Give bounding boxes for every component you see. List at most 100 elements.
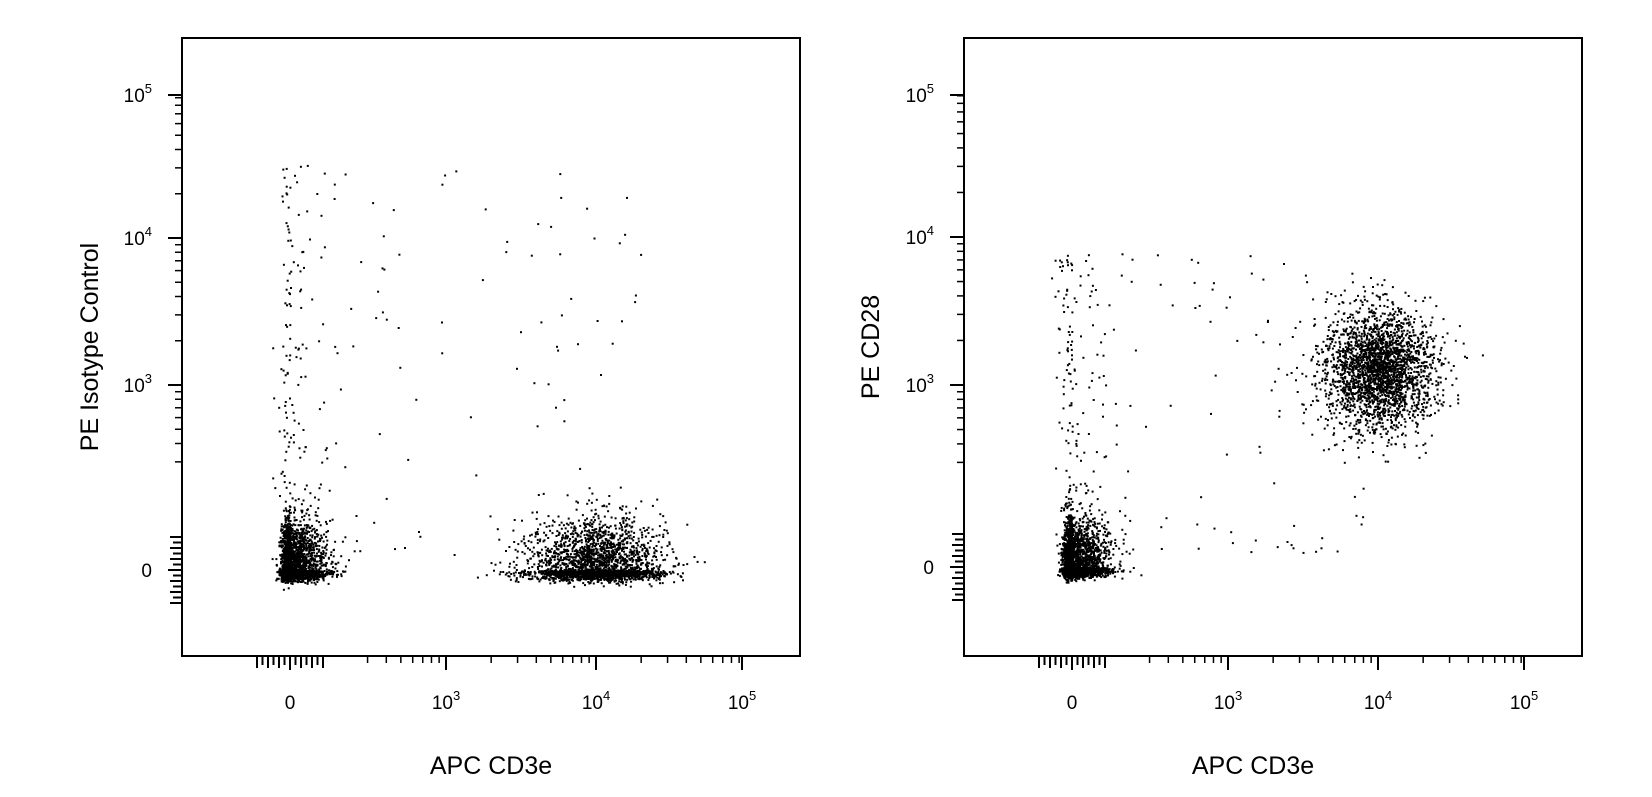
event-dot xyxy=(303,531,306,534)
event-dot xyxy=(524,572,527,575)
event-dot xyxy=(613,544,616,547)
event-dot xyxy=(301,579,304,582)
event-dot xyxy=(311,571,314,574)
event-dot xyxy=(664,572,667,575)
event-dot xyxy=(508,575,511,578)
event-dot xyxy=(326,573,329,576)
event-dot xyxy=(637,540,640,543)
event-dot xyxy=(600,578,602,581)
event-dot xyxy=(320,555,323,558)
event-dot xyxy=(583,562,586,565)
event-dot xyxy=(284,533,287,536)
event-dot xyxy=(596,560,599,563)
event-dot xyxy=(577,568,580,571)
event-dot xyxy=(620,567,623,570)
event-dot xyxy=(537,568,540,570)
event-dot xyxy=(621,517,624,520)
event-dot xyxy=(596,534,599,537)
event-dot xyxy=(283,566,286,569)
event-dot xyxy=(308,549,311,551)
event-dot xyxy=(531,577,534,580)
event-dot xyxy=(574,570,577,573)
event-dot xyxy=(604,533,607,536)
event-dot xyxy=(554,555,557,558)
event-dot xyxy=(311,524,314,527)
event-dot xyxy=(605,557,608,560)
event-dot xyxy=(529,573,532,576)
event-dot xyxy=(283,534,286,537)
event-dot xyxy=(657,577,660,580)
event-dot xyxy=(307,578,310,581)
event-dot xyxy=(282,557,285,560)
event-dot xyxy=(318,540,321,542)
event-dot xyxy=(308,550,311,553)
event-dot xyxy=(539,538,542,541)
event-dot xyxy=(612,553,615,555)
event-dot xyxy=(612,557,615,560)
event-dot xyxy=(300,548,303,551)
event-dot xyxy=(649,539,652,542)
event-dot xyxy=(633,555,635,558)
event-dot xyxy=(540,560,543,563)
event-dot xyxy=(310,577,313,580)
event-dot xyxy=(295,568,298,570)
event-dot xyxy=(599,568,602,571)
event-dot xyxy=(646,570,649,573)
event-dot xyxy=(576,551,579,554)
event-dot xyxy=(508,571,511,574)
event-dot xyxy=(675,557,678,560)
event-dot xyxy=(603,577,606,580)
event-dot xyxy=(639,563,642,566)
event-dot xyxy=(622,540,625,543)
event-dot xyxy=(618,553,620,556)
event-dot xyxy=(313,571,316,574)
event-dot xyxy=(601,535,604,538)
event-dot xyxy=(609,555,612,558)
event-dot xyxy=(621,582,624,585)
event-dot xyxy=(608,542,611,545)
event-dot xyxy=(287,563,290,565)
event-dot xyxy=(300,534,303,537)
event-dot xyxy=(299,520,302,523)
event-dot xyxy=(302,565,305,568)
event-dot xyxy=(331,575,334,578)
event-dot xyxy=(310,553,313,555)
event-dot xyxy=(604,561,607,563)
event-dot xyxy=(537,528,539,531)
event-dot xyxy=(295,543,297,546)
event-dot xyxy=(301,571,304,574)
event-dot xyxy=(553,520,556,523)
event-dot xyxy=(588,534,591,537)
event-dot xyxy=(297,542,300,545)
event-dot xyxy=(295,580,297,583)
event-dot xyxy=(300,573,302,576)
event-dot xyxy=(648,562,651,565)
event-dot xyxy=(590,558,593,561)
event-dot xyxy=(298,558,301,561)
event-dot xyxy=(677,563,680,566)
event-dot xyxy=(647,569,650,572)
event-dot xyxy=(634,577,637,580)
event-dot xyxy=(583,527,586,530)
event-dot xyxy=(298,560,301,563)
event-dot xyxy=(294,573,296,576)
event-dot xyxy=(582,574,584,577)
event-dot xyxy=(280,528,283,531)
event-dot xyxy=(633,566,636,569)
event-dot xyxy=(293,561,296,564)
event-dot xyxy=(592,554,595,557)
event-dot xyxy=(558,572,560,575)
event-dot xyxy=(527,547,529,550)
event-dot xyxy=(567,582,570,585)
event-dot xyxy=(285,570,288,573)
event-dot xyxy=(291,532,294,535)
event-dot xyxy=(631,545,634,548)
event-dot xyxy=(616,576,619,579)
event-dot xyxy=(618,575,621,578)
event-dot xyxy=(604,552,607,555)
event-dot xyxy=(693,556,696,558)
event-dot xyxy=(515,579,518,581)
event-dot xyxy=(539,571,541,574)
event-dot xyxy=(313,537,316,540)
event-dot xyxy=(589,557,592,560)
